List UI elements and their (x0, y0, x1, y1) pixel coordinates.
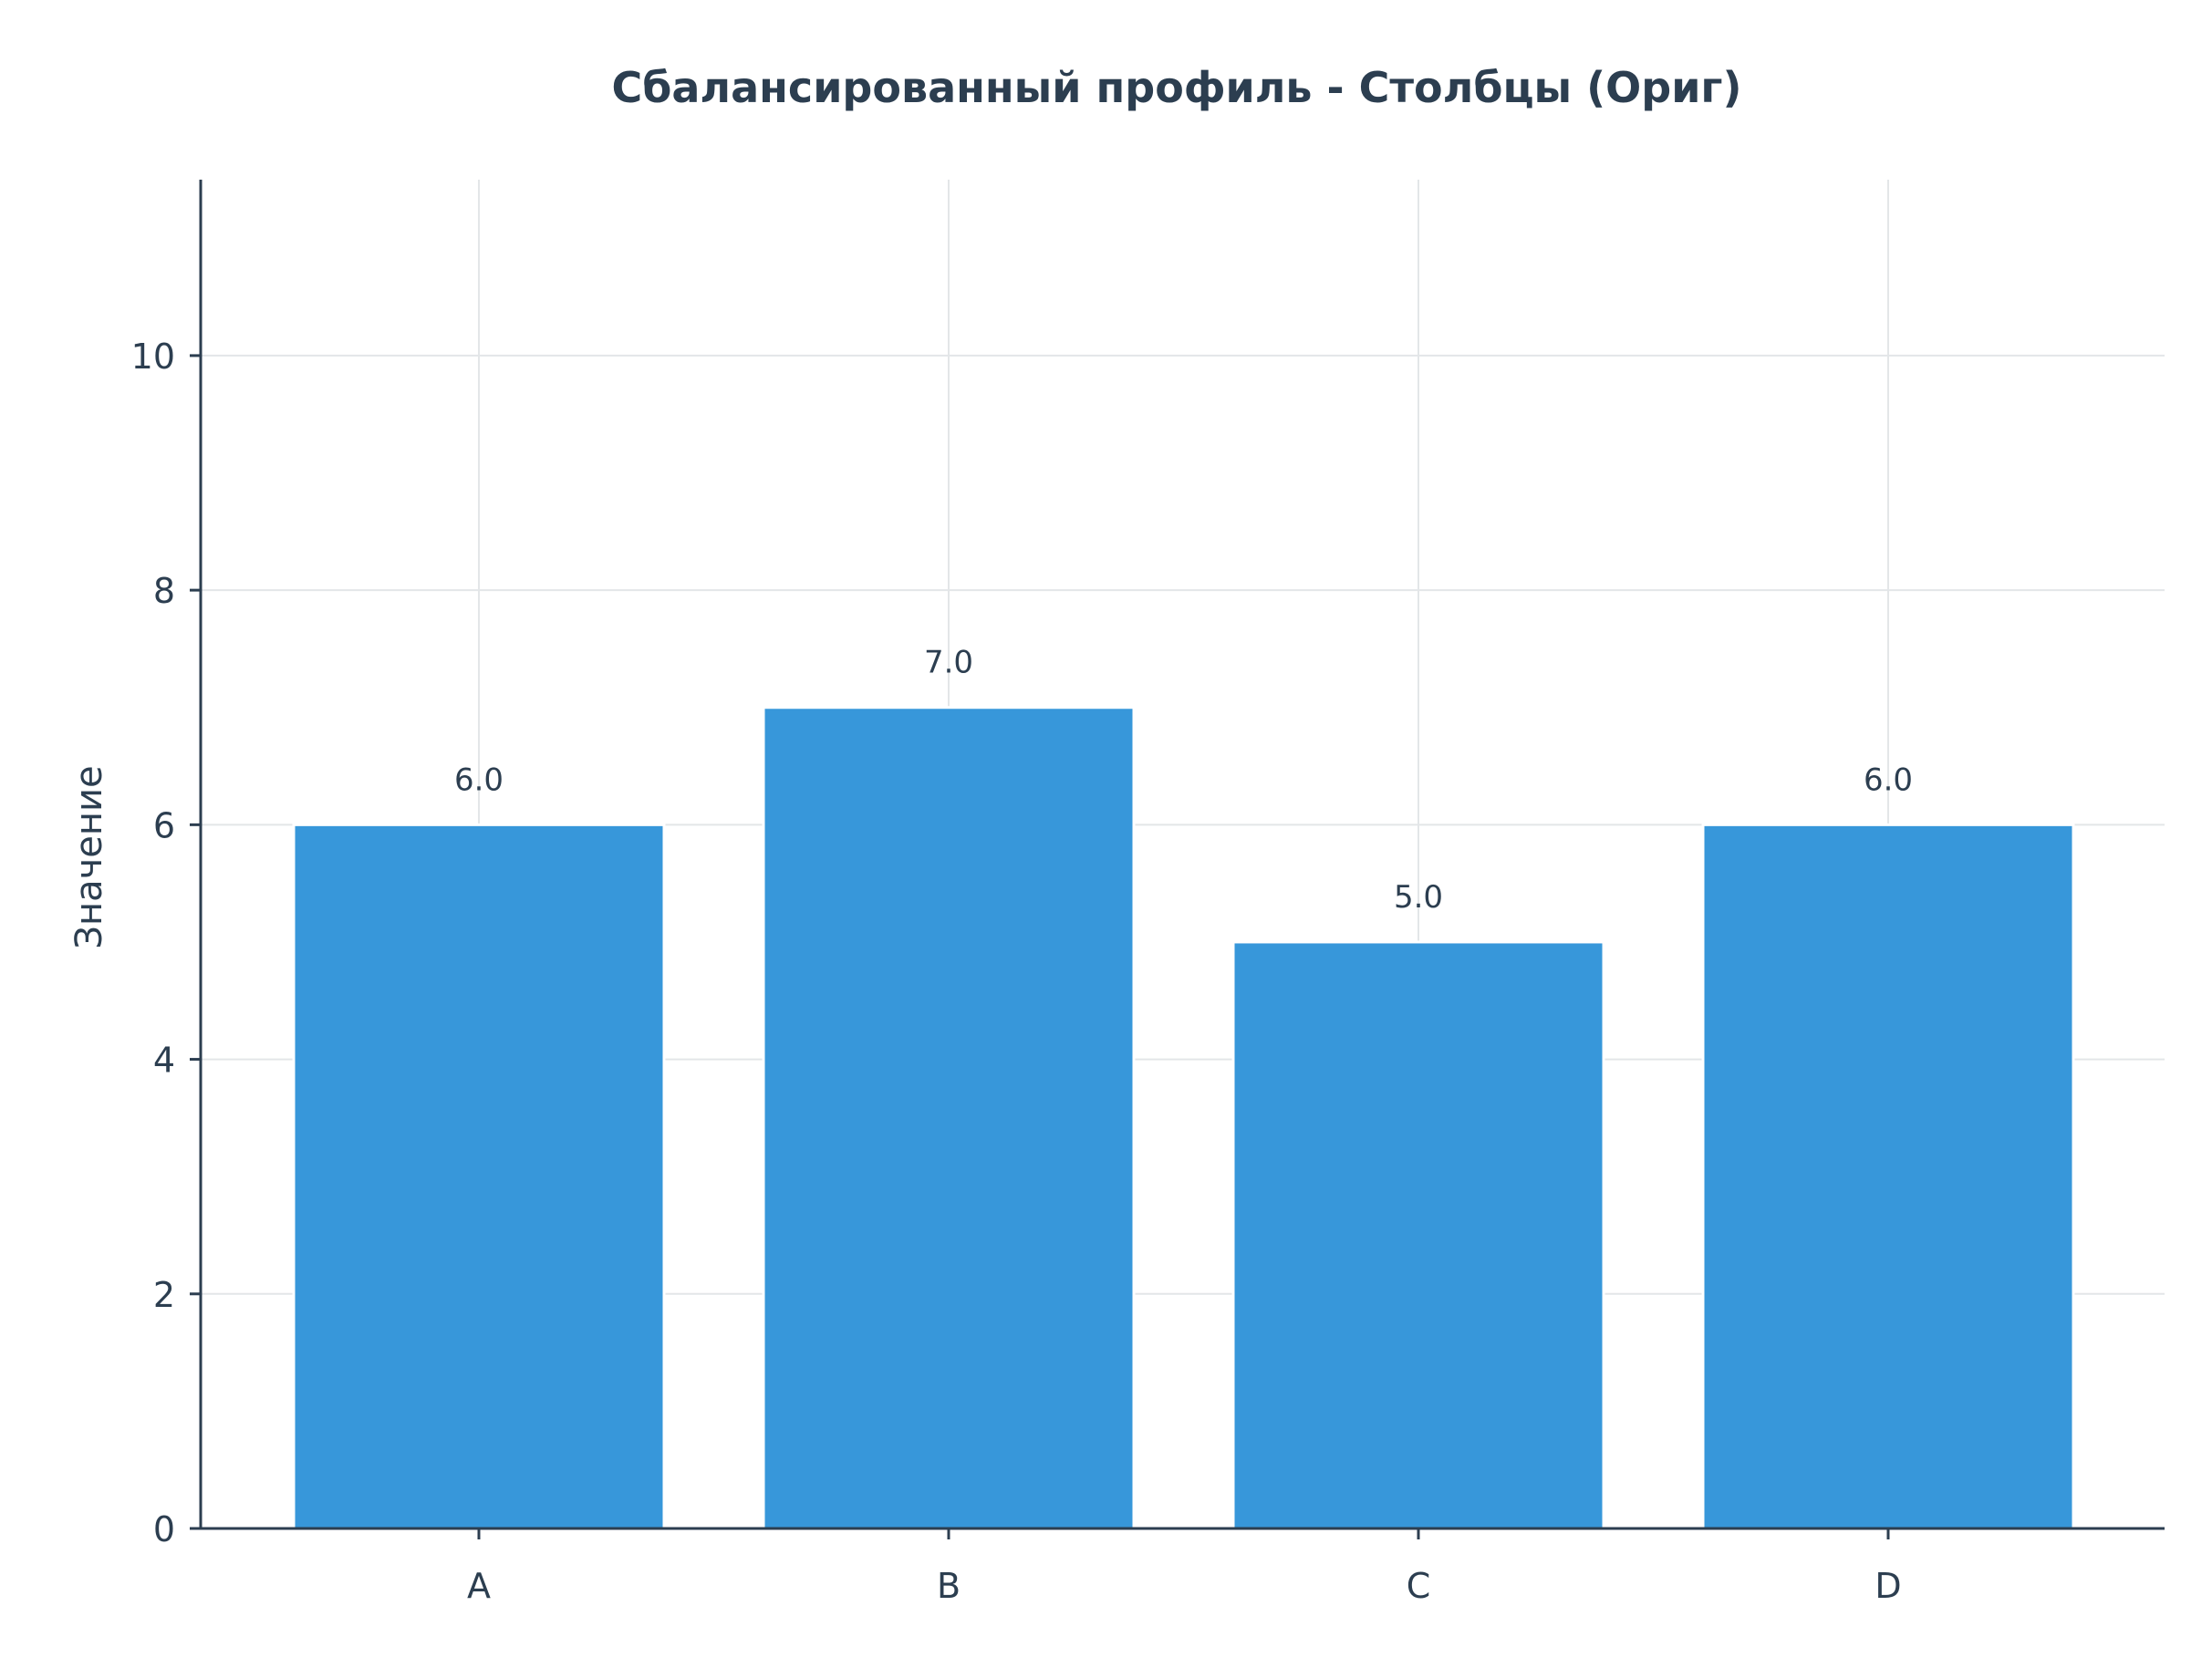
y-tick-label-1: 2 (153, 1275, 175, 1315)
bars (292, 706, 2075, 1530)
bar-value-label-d: 6.0 (1864, 761, 1913, 798)
y-tick-label-3: 6 (153, 805, 175, 845)
y-axis-label: Значение (68, 765, 110, 948)
chart-title: Сбалансированный профиль - Столбцы (Ориг… (612, 63, 1742, 112)
bar-c (1231, 940, 1605, 1530)
y-tick-label-5: 10 (131, 337, 175, 377)
x-tick-label-b: B (937, 1566, 961, 1606)
x-tick-label-a: A (467, 1566, 491, 1606)
bar-b (762, 706, 1136, 1530)
bar-value-label-b: 7.0 (924, 645, 973, 681)
x-tick-label-d: D (1874, 1566, 1901, 1606)
bar-value-label-c: 5.0 (1394, 879, 1443, 916)
x-tick-label-c: C (1407, 1566, 1431, 1606)
bar-value-label-a: 6.0 (454, 761, 504, 798)
y-tick-label-2: 4 (153, 1041, 175, 1081)
y-tick-label-4: 8 (153, 571, 175, 611)
y-tick-label-0: 0 (153, 1509, 175, 1549)
axes: 0 2 4 6 8 10 A B C D (131, 180, 2165, 1606)
bar-a (292, 823, 666, 1530)
bar-d (1701, 823, 2075, 1530)
value-labels: 6.0 7.0 5.0 6.0 (454, 645, 1913, 916)
